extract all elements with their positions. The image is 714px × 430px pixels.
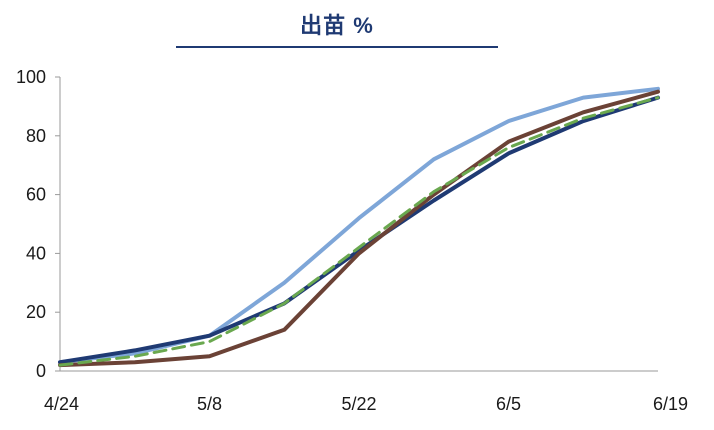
x-tick-label: 6/5 xyxy=(496,394,521,414)
y-tick-label: 60 xyxy=(26,185,46,205)
series-layer xyxy=(58,86,660,368)
series-line-2 xyxy=(58,95,660,365)
tick-labels: 0 20 40 60 80 100 4/24 5/8 5/22 6/5 6/19 xyxy=(16,67,688,414)
series-line-4 xyxy=(58,96,660,367)
series-line-3 xyxy=(58,89,660,368)
y-tick-label: 40 xyxy=(26,243,46,263)
axes xyxy=(55,76,658,372)
x-tick-label: 5/22 xyxy=(341,394,376,414)
y-tick-label: 80 xyxy=(26,126,46,146)
x-tick-label: 5/8 xyxy=(197,394,222,414)
y-tick-label: 100 xyxy=(16,67,46,87)
series-line-1 xyxy=(58,86,660,365)
chart-title: 出苗 % xyxy=(176,8,498,48)
y-tick-label: 20 xyxy=(26,302,46,322)
x-tick-label: 4/24 xyxy=(44,394,79,414)
y-tick-label: 0 xyxy=(36,361,46,381)
x-tick-label: 6/19 xyxy=(653,394,688,414)
